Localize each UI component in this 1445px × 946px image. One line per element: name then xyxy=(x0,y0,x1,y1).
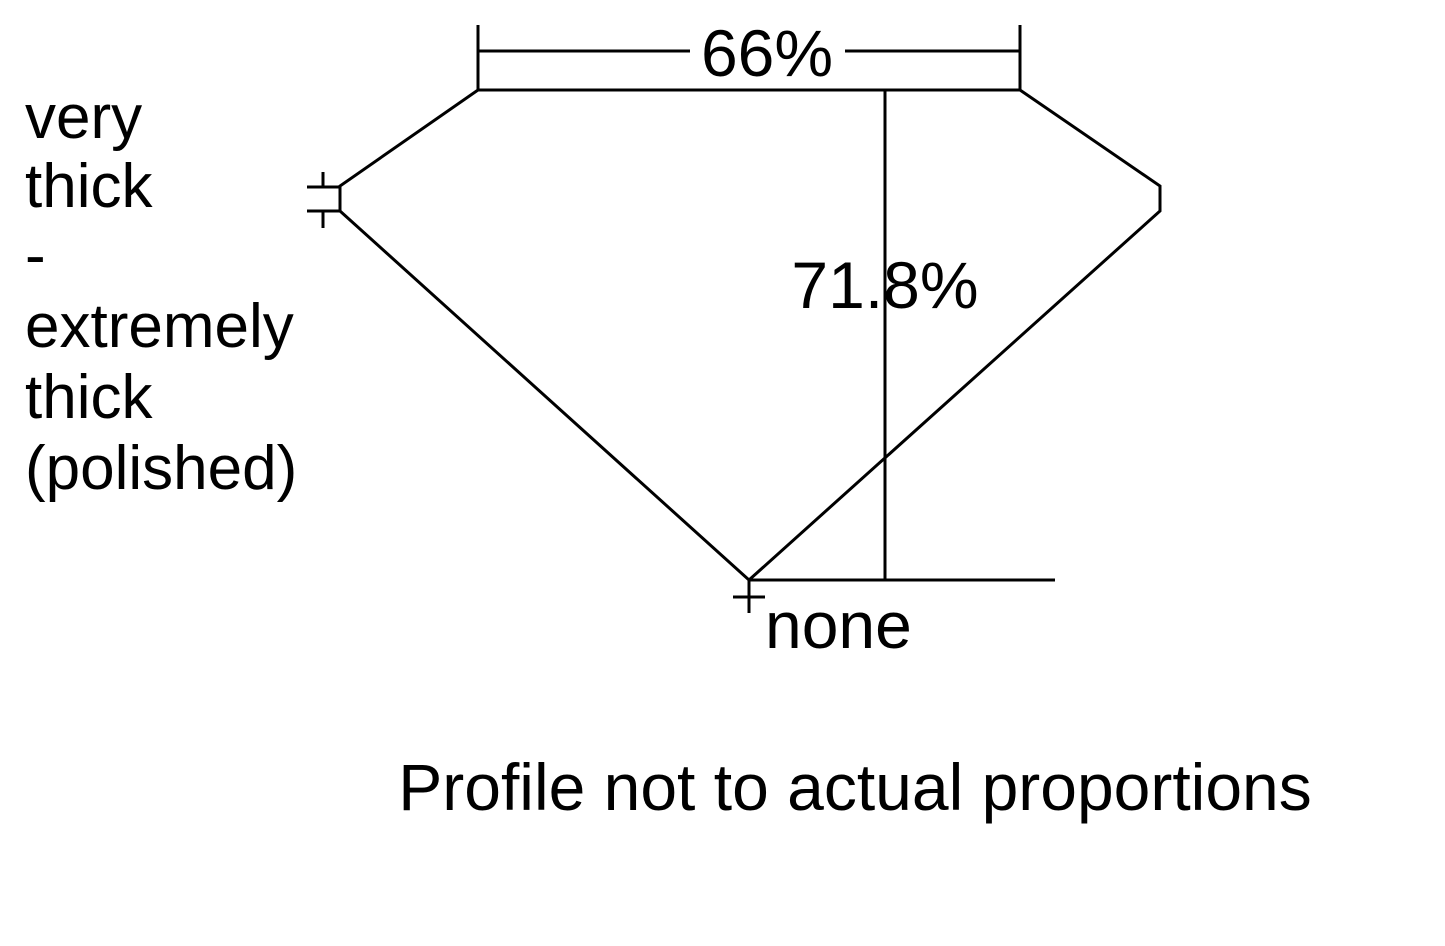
svg-text:thick: thick xyxy=(25,152,153,221)
girdle-label: very thick - extremely thick (polished) xyxy=(25,83,297,503)
depth-percent: 71.8% xyxy=(791,248,978,322)
footnote: Profile not to actual proportions xyxy=(398,750,1312,824)
svg-text:very: very xyxy=(25,83,142,152)
svg-text:thick: thick xyxy=(25,363,153,432)
culet-marker xyxy=(733,580,765,613)
depth-dimension: 71.8% xyxy=(749,90,1055,582)
svg-text:extremely: extremely xyxy=(25,292,294,361)
culet-label: none xyxy=(765,588,912,662)
table-dimension: 66% xyxy=(476,16,1022,90)
table-percent: 66% xyxy=(701,16,833,90)
girdle-marker xyxy=(307,172,340,228)
svg-text:-: - xyxy=(25,221,46,290)
gem-outline xyxy=(338,88,1162,583)
svg-text:(polished): (polished) xyxy=(25,434,297,503)
profile-outline xyxy=(338,88,1162,583)
